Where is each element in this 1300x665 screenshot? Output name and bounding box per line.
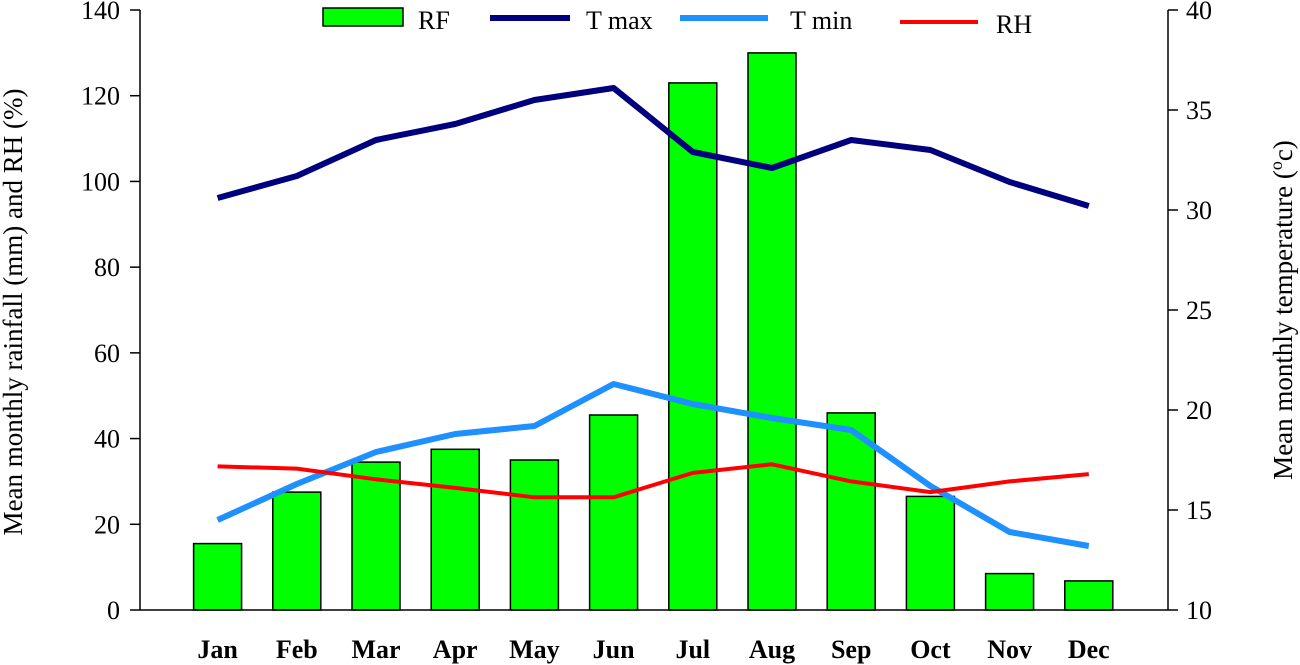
right-axis-title: Mean monthly temperature (oc) [1266, 140, 1298, 480]
legend-label-rh: RH [996, 10, 1032, 39]
axis-labels: 0 20 40 60 80 100 120 140 10 15 20 25 30 35 40 Jan Feb Ma… [81, 0, 1212, 664]
x-tick-label-aug: Aug [749, 635, 795, 664]
right-tick-label: 35 [1186, 96, 1212, 125]
x-tick-label-jan: Jan [197, 635, 238, 664]
bar-rf-apr [430, 448, 480, 611]
bar-rf-aug [747, 52, 797, 611]
right-tick-label: 20 [1186, 396, 1212, 425]
left-tick-label: 140 [81, 0, 120, 25]
legend-label-rf: RF [418, 6, 450, 35]
legend-label-tmin: T min [790, 6, 852, 35]
left-tick-label: 20 [94, 510, 120, 539]
right-tick-label: 10 [1186, 596, 1212, 625]
left-tick-label: 100 [81, 167, 120, 196]
rainfall-bars [192, 52, 1114, 611]
bar-rf-jan [192, 542, 243, 611]
right-tick-label: 40 [1186, 0, 1212, 25]
legend-label-tmax: T max [586, 6, 653, 35]
bar-rf-feb [272, 491, 322, 611]
legend-swatch-rf [322, 7, 404, 27]
right-tick-label: 25 [1186, 296, 1212, 325]
bar-rf-jun [588, 414, 639, 611]
series-lines [216, 85, 1090, 549]
x-tick-label-dec: Dec [1068, 635, 1110, 664]
bar-rf-jul [668, 82, 718, 611]
left-tick-label: 0 [107, 596, 120, 625]
x-tick-label-mar: Mar [351, 635, 400, 664]
left-tick-label: 40 [94, 425, 120, 454]
bar-rf-oct [905, 495, 956, 611]
bar-rf-nov [984, 572, 1035, 611]
bar-rf-may [509, 459, 560, 611]
x-tick-label-nov: Nov [987, 635, 1032, 664]
x-tick-label-oct: Oct [910, 635, 951, 664]
line-rh [217, 462, 1089, 500]
bar-rf-mar [351, 461, 401, 611]
bar-rf-dec [1064, 580, 1114, 611]
axes [130, 9, 1178, 611]
line-t-min [216, 381, 1090, 549]
left-tick-label: 120 [81, 82, 120, 111]
right-tick-label: 30 [1186, 196, 1212, 225]
x-tick-label-apr: Apr [433, 635, 478, 664]
x-tick-label-feb: Feb [276, 635, 318, 664]
left-axis-title: Mean monthly rainfall (mm) and RH (%) [0, 89, 28, 536]
line-t-max [216, 85, 1090, 209]
legend: RF T max T min RH [322, 6, 1032, 39]
x-tick-label-may: May [509, 635, 560, 664]
left-tick-label: 80 [94, 253, 120, 282]
x-tick-label-jun: Jun [593, 635, 635, 664]
x-tick-label-sep: Sep [831, 635, 871, 664]
x-tick-label-jul: Jul [675, 635, 710, 664]
bar-rf-sep [826, 412, 876, 611]
right-tick-label: 15 [1186, 496, 1212, 525]
left-tick-label: 60 [94, 339, 120, 368]
